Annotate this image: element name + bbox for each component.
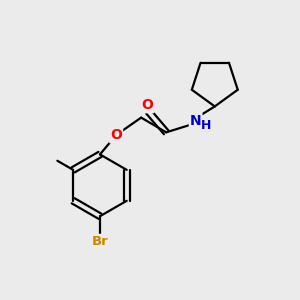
Text: H: H — [201, 119, 212, 132]
Text: O: O — [110, 128, 122, 142]
Text: N: N — [190, 114, 202, 128]
Text: Br: Br — [92, 235, 108, 248]
Text: O: O — [141, 98, 153, 112]
